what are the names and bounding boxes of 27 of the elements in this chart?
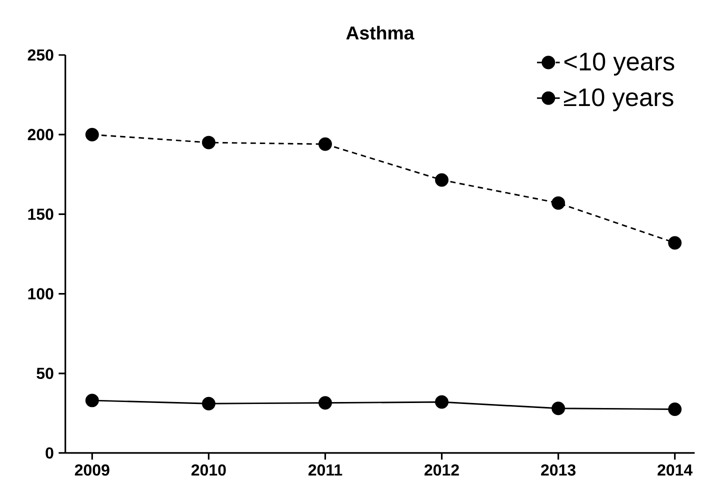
x-tick-label: 2014 bbox=[658, 464, 693, 476]
point bbox=[318, 396, 332, 410]
point bbox=[85, 394, 99, 408]
point bbox=[318, 137, 332, 151]
chart-title: Asthma bbox=[346, 26, 414, 40]
y-tick-label: 100 bbox=[28, 288, 54, 300]
legend-label: <10 years bbox=[564, 52, 674, 76]
y-tick-label: 200 bbox=[28, 128, 54, 140]
point bbox=[435, 395, 448, 409]
x-tick-label: 2012 bbox=[424, 464, 459, 476]
x-tick-label: 2011 bbox=[308, 464, 342, 476]
y-tick-label: 150 bbox=[28, 208, 54, 220]
point bbox=[202, 136, 216, 150]
point bbox=[668, 236, 682, 250]
x-tick-label: 2010 bbox=[191, 464, 226, 476]
legend-label: ≥10 years bbox=[564, 88, 674, 112]
y-tick-label: 250 bbox=[28, 49, 54, 61]
y-tick-label: 0 bbox=[46, 447, 54, 459]
y-tick-label: 50 bbox=[36, 368, 54, 380]
point bbox=[85, 128, 99, 142]
x-tick-label: 2013 bbox=[541, 464, 576, 476]
x-tick-label: 2009 bbox=[74, 464, 110, 476]
point bbox=[202, 396, 216, 410]
point bbox=[435, 173, 448, 187]
point bbox=[668, 402, 682, 416]
point bbox=[552, 402, 566, 416]
point bbox=[552, 196, 566, 210]
